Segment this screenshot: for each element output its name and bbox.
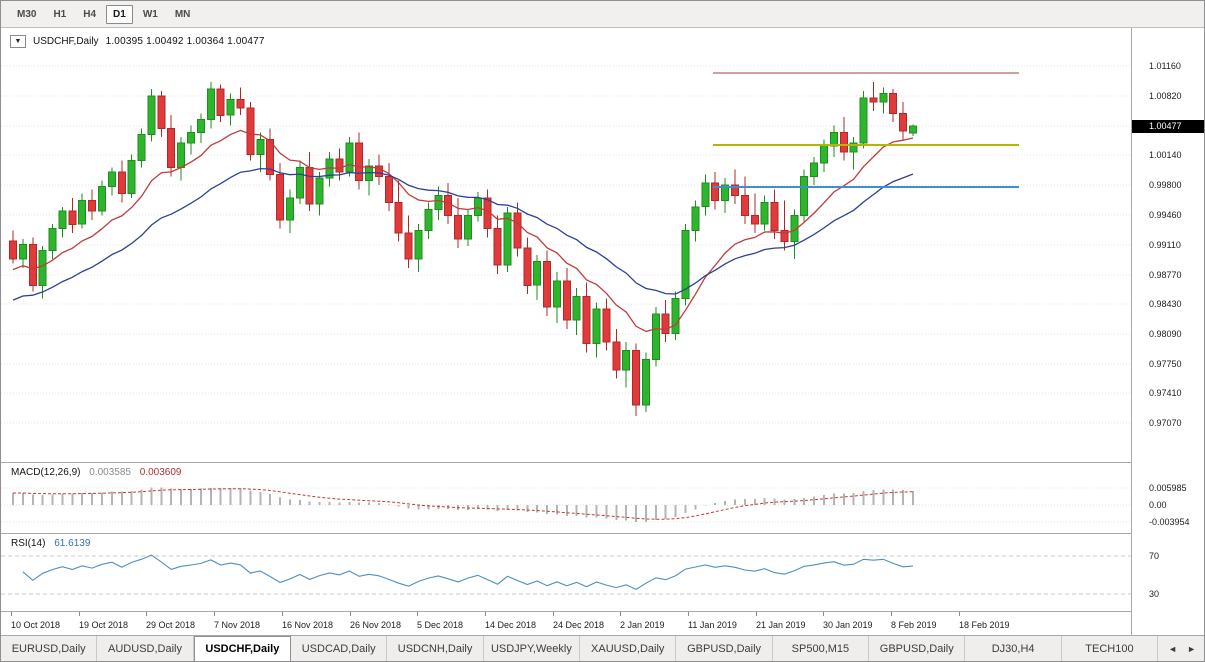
time-axis-tick — [282, 612, 283, 616]
price-tick-label: 0.97070 — [1149, 418, 1182, 428]
timeframe-button-m30[interactable]: M30 — [17, 8, 37, 20]
macd-indicator-label: MACD(12,26,9) 0.003585 0.003609 — [11, 467, 182, 478]
chart-ohlc-values: 1.00395 1.00492 1.00364 1.00477 — [105, 36, 265, 47]
tab-usdcad-daily[interactable]: USDCAD,Daily — [291, 636, 388, 661]
date-label: 19 Oct 2018 — [79, 620, 129, 630]
rsi-value: 61.6139 — [54, 538, 91, 549]
current-price-box: 1.00477 — [1132, 120, 1204, 133]
panel-separator — [1, 462, 1204, 463]
time-axis-tick — [620, 612, 621, 616]
macd-axis-label: 0.00 — [1149, 500, 1167, 510]
tab-scroll-right-button[interactable]: ► — [1187, 643, 1196, 654]
price-tick-label: 0.97410 — [1149, 388, 1182, 398]
panel-separator — [1, 611, 1204, 612]
tab-xauusd-daily[interactable]: XAUUSD,Daily — [580, 636, 677, 661]
chart-symbol-label: USDCHF,Daily — [33, 36, 99, 47]
date-label: 5 Dec 2018 — [417, 620, 464, 630]
time-axis-tick — [214, 612, 215, 616]
price-tick-label: 0.99110 — [1149, 240, 1181, 250]
tab-usdcnh-daily[interactable]: USDCNH,Daily — [387, 636, 484, 661]
price-axis[interactable]: 1.00477 1.01160 1.00820 1.00140 0.99800 0.99… — [1131, 28, 1204, 637]
time-axis-tick — [350, 612, 351, 616]
tab-sp500-m15[interactable]: SP500,M15 — [773, 636, 870, 661]
panel-separator — [1, 533, 1204, 534]
price-tick-label: 1.01160 — [1149, 61, 1181, 71]
price-tick-label: 0.99460 — [1149, 210, 1182, 220]
date-label: 24 Dec 2018 — [553, 620, 605, 630]
timeframe-button-d1[interactable]: D1 — [106, 4, 133, 24]
rsi-indicator-label: RSI(14) 61.6139 — [11, 538, 91, 549]
date-label: 26 Nov 2018 — [350, 620, 402, 630]
rsi-name: RSI(14) — [11, 538, 46, 549]
tab-gbpusd-daily[interactable]: GBPUSD,Daily — [676, 636, 773, 661]
price-tick-label: 0.98430 — [1149, 299, 1182, 309]
date-label: 16 Nov 2018 — [282, 620, 334, 630]
date-label: 8 Feb 2019 — [891, 620, 937, 630]
macd-main-value: 0.003585 — [89, 467, 131, 478]
time-axis-tick — [11, 612, 12, 616]
macd-signal-value: 0.003609 — [139, 467, 182, 478]
chart-tab-bar: EURUSD,Daily AUDUSD,Daily USDCHF,Daily USDC… — [1, 635, 1204, 661]
tab-scroll-left-button[interactable]: ◄ — [1168, 643, 1178, 654]
time-axis-tick — [688, 612, 689, 616]
date-label: 10 Oct 2018 — [11, 620, 61, 630]
time-axis-tick — [756, 612, 757, 616]
date-label: 29 Oct 2018 — [146, 620, 196, 630]
timeframe-button-mn[interactable]: MN — [174, 8, 191, 20]
tab-eurusd-daily[interactable]: EURUSD,Daily — [1, 636, 98, 661]
macd-name: MACD(12,26,9) — [11, 467, 81, 478]
time-axis-tick — [79, 612, 80, 616]
date-label: 21 Jan 2019 — [756, 620, 806, 630]
price-tick-label: 0.98090 — [1149, 329, 1182, 339]
tab-usdjpy-weekly[interactable]: USDJPY,Weekly — [484, 636, 581, 661]
price-chart-canvas[interactable] — [1, 28, 1131, 462]
time-axis-tick — [553, 612, 554, 616]
date-label: 18 Feb 2019 — [959, 620, 1010, 630]
timeframe-button-h4[interactable]: H4 — [83, 8, 97, 20]
price-tick-label: 0.98770 — [1149, 270, 1182, 280]
rsi-panel-canvas[interactable] — [1, 534, 1131, 611]
chart-header: ▼ USDCHF,Daily 1.00395 1.00492 1.00364 1… — [10, 35, 269, 48]
tab-gbpusd-daily[interactable]: GBPUSD,Daily — [869, 636, 966, 661]
macd-axis-label: 0.005985 — [1149, 483, 1187, 493]
chart-tab-list: EURUSD,Daily AUDUSD,Daily USDCHF,Daily USDC… — [1, 636, 1159, 661]
timeframe-button-w1[interactable]: W1 — [142, 8, 158, 20]
time-axis-tick — [959, 612, 960, 616]
time-axis-tick — [485, 612, 486, 616]
price-tick-label: 0.97750 — [1149, 359, 1182, 369]
price-tick-label: 1.00820 — [1149, 91, 1182, 101]
tab-scroll-controls: ◄ ► — [1158, 636, 1204, 661]
time-axis[interactable]: 10 Oct 2018 19 Oct 2018 29 Oct 2018 7 Nov 2… — [1, 612, 1131, 637]
date-label: 30 Jan 2019 — [823, 620, 873, 630]
chart-collapse-button[interactable]: ▼ — [10, 35, 26, 48]
macd-axis-label: -0.003954 — [1149, 517, 1190, 527]
timeframe-toolbar: M30 H1 H4 D1 W1 MN — [1, 1, 1204, 28]
date-label: 2 Jan 2019 — [620, 620, 665, 630]
tab-tech100[interactable]: TECH100 — [1062, 636, 1159, 661]
date-label: 11 Jan 2019 — [688, 620, 737, 630]
time-axis-tick — [146, 612, 147, 616]
rsi-level-label: 70 — [1149, 551, 1160, 561]
price-tick-label: 0.99800 — [1149, 180, 1182, 190]
time-axis-tick — [417, 612, 418, 616]
rsi-level-label: 30 — [1149, 589, 1160, 599]
date-label: 14 Dec 2018 — [485, 620, 537, 630]
tab-audusd-daily[interactable]: AUDUSD,Daily — [97, 636, 194, 661]
tab-dj30-h4[interactable]: DJ30,H4 — [965, 636, 1062, 661]
time-axis-tick — [891, 612, 892, 616]
chart-region: ▼ USDCHF,Daily 1.00395 1.00492 1.00364 1… — [1, 28, 1204, 637]
price-tick-label: 1.00140 — [1149, 150, 1182, 160]
date-label: 7 Nov 2018 — [214, 620, 261, 630]
macd-panel-canvas[interactable] — [1, 463, 1131, 533]
timeframe-button-h1[interactable]: H1 — [53, 8, 67, 20]
time-axis-tick — [823, 612, 824, 616]
tab-usdchf-daily[interactable]: USDCHF,Daily — [193, 636, 292, 661]
